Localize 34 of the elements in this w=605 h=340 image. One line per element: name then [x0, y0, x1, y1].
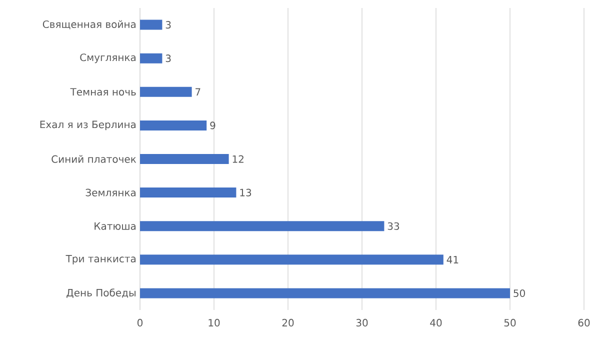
y-tick-label: Ехал я из Берлина	[40, 120, 136, 130]
bar	[140, 53, 162, 64]
bar	[140, 86, 192, 97]
bar	[140, 188, 236, 198]
y-tick-label: Три танкиста	[66, 255, 136, 264]
bar	[140, 154, 229, 164]
y-tick-label: Священная война	[42, 20, 136, 30]
bar	[140, 254, 444, 265]
data-label: 33	[388, 222, 400, 230]
x-tick-label: 0	[137, 318, 143, 327]
x-tick-label: 50	[504, 318, 516, 327]
y-tick-label: Землянка	[86, 188, 136, 196]
data-label: 9	[210, 122, 216, 130]
data-label: 41	[446, 256, 458, 264]
bar	[140, 20, 162, 30]
x-tick-label: 10	[208, 318, 220, 327]
data-label: 12	[232, 155, 244, 163]
x-tick-label: 40	[430, 318, 442, 327]
y-tick-label: Смуглянка	[80, 54, 136, 64]
x-tick-label: 20	[282, 318, 294, 327]
data-label: 13	[240, 188, 252, 196]
y-tick-label: Синий платочек	[52, 155, 136, 163]
data-label: 50	[514, 289, 525, 298]
bar	[140, 120, 207, 130]
y-tick-label: Темная ночь	[70, 88, 136, 96]
bar	[140, 288, 510, 298]
y-tick-label: Катюша	[94, 222, 136, 230]
x-tick-label: 30	[356, 318, 368, 327]
data-label: 3	[166, 54, 171, 62]
bar	[140, 221, 384, 232]
x-tick-label: 60	[578, 318, 590, 327]
data-label: 3	[166, 21, 171, 29]
y-tick-label: День Победы	[66, 288, 136, 298]
data-label: 7	[196, 88, 200, 96]
